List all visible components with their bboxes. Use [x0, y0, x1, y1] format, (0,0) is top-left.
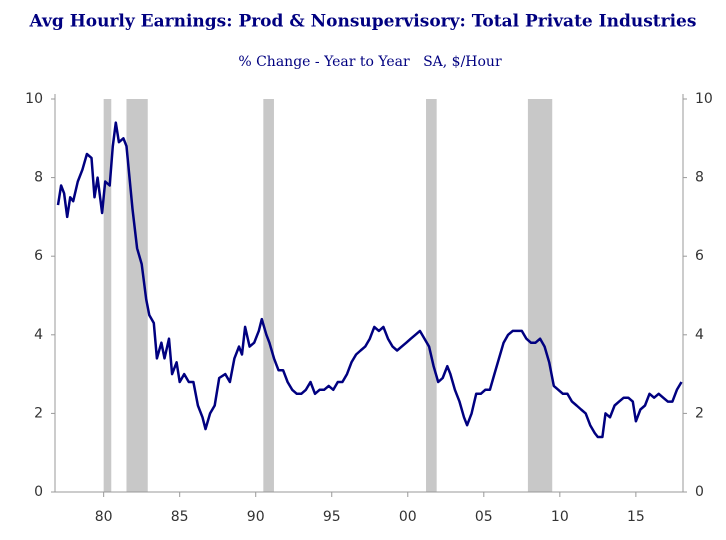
- x-tick-label: 90: [247, 509, 265, 525]
- y2-tick-label: 2: [695, 405, 704, 421]
- y-tick-label: 10: [25, 91, 43, 107]
- chart-subtitle: % Change - Year to Year SA, $/Hour: [238, 54, 502, 70]
- y2-tick-label: 10: [695, 91, 713, 107]
- y2-tick-label: 6: [695, 248, 704, 264]
- y2-tick-label: 0: [695, 484, 704, 500]
- x-tick-label: 80: [95, 509, 113, 525]
- x-tick-label: 15: [627, 509, 645, 525]
- data-line: [56, 121, 683, 439]
- x-tick-label: 85: [171, 509, 189, 525]
- y-tick-label: 2: [34, 405, 43, 421]
- y-tick-label: 8: [34, 170, 43, 186]
- y-tick-label: 0: [34, 484, 43, 500]
- chart-title: Avg Hourly Earnings: Prod & Nonsuperviso…: [29, 12, 697, 32]
- y2-tick-label: 8: [695, 170, 704, 186]
- y-tick-label: 4: [34, 327, 43, 343]
- recession-band: [426, 99, 437, 492]
- x-tick-label: 10: [551, 509, 569, 525]
- x-tick-label: 95: [323, 509, 341, 525]
- y2-tick-label: 4: [695, 327, 704, 343]
- recession-band: [527, 99, 553, 492]
- y-tick-label: 6: [34, 248, 43, 264]
- x-tick-label: 05: [475, 509, 493, 525]
- recession-band: [263, 99, 274, 492]
- recession-band: [103, 99, 112, 492]
- x-tick-label: 00: [399, 509, 417, 525]
